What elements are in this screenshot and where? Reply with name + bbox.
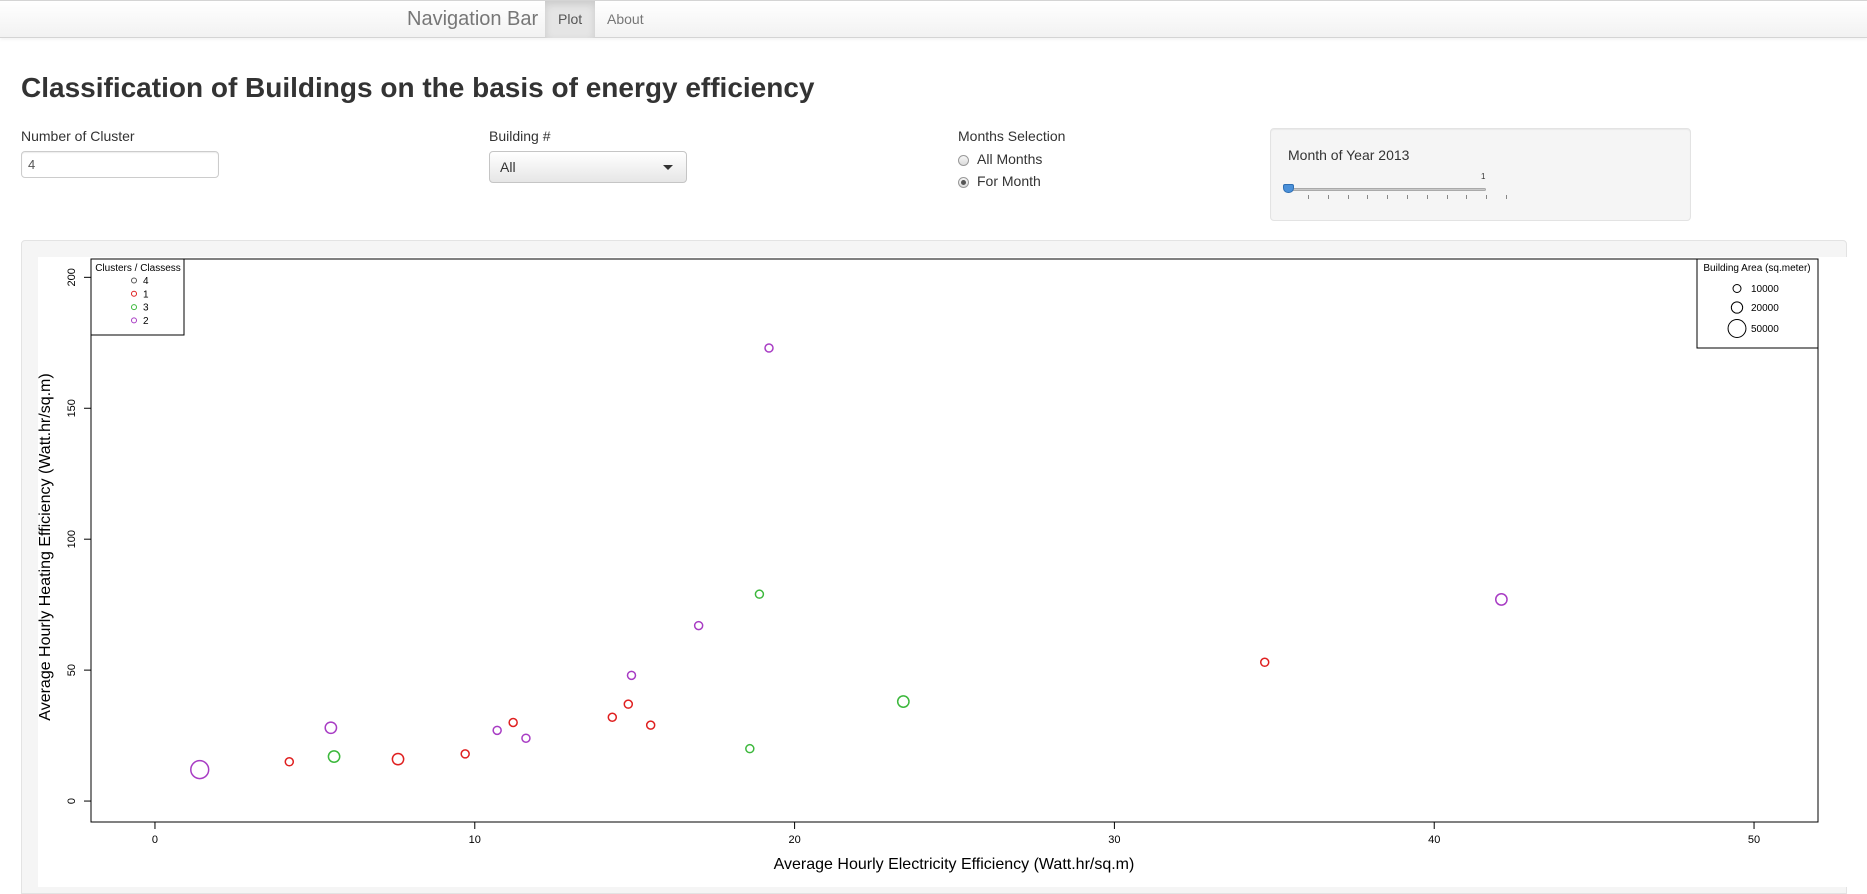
- legend-label: 2: [143, 316, 149, 327]
- y-tick-label: 0: [66, 798, 78, 804]
- size-legend-marker: [1732, 284, 1742, 293]
- slider-tick: [1347, 195, 1349, 199]
- legend-marker: [131, 304, 137, 311]
- radio-circle-icon[interactable]: [958, 155, 969, 166]
- cluster-count-label: Number of Cluster: [21, 128, 135, 144]
- data-point: [896, 695, 910, 708]
- y-tick-label: 200: [66, 268, 78, 286]
- data-point: [623, 699, 634, 709]
- slider-tick: [1387, 195, 1389, 199]
- y-axis-title: Average Hourly Heating Efficiency (Watt.…: [38, 373, 54, 720]
- slider-tick: [1486, 195, 1488, 199]
- data-point: [745, 743, 755, 754]
- slider-tick: [1407, 195, 1408, 199]
- page-title: Classification of Buildings on the basis…: [21, 72, 815, 103]
- y-tick-label: 100: [66, 530, 78, 548]
- slider-tick: [1367, 195, 1369, 199]
- plot-area: 0 10 20 30 40 50 0 50 100 150 200 Average Hourly …: [37, 257, 1848, 887]
- slider-max-label: 1: [1481, 172, 1486, 181]
- tab-about[interactable]: About: [607, 11, 644, 27]
- cluster-legend: Clusters / Classess 4 1 3 2: [90, 258, 185, 336]
- radio-checked-icon[interactable]: [958, 177, 969, 188]
- slider-tick: [1506, 195, 1507, 199]
- building-select-value: All: [500, 159, 516, 175]
- building-select[interactable]: All: [489, 151, 687, 183]
- chevron-down-icon: [663, 165, 673, 170]
- data-point: [645, 720, 656, 730]
- x-tick-label: 0: [152, 834, 158, 846]
- data-point: [521, 733, 531, 743]
- cluster-count-input[interactable]: [21, 151, 219, 178]
- y-tick-label: 50: [66, 664, 78, 676]
- data-point: [324, 721, 338, 735]
- plot-frame: [90, 258, 1819, 823]
- radio-all-months-label: All Months: [977, 151, 1043, 167]
- slider-tick: [1327, 195, 1329, 199]
- legend-marker: [131, 277, 137, 284]
- x-tick-label: 50: [1748, 834, 1760, 846]
- data-point: [508, 717, 518, 728]
- x-tick-label: 10: [469, 834, 481, 846]
- legend-label: 4: [143, 276, 149, 287]
- slider-tick: [1446, 195, 1448, 199]
- x-tick-label: 20: [788, 834, 800, 846]
- building-label: Building #: [489, 128, 551, 144]
- y-tick-label: 150: [66, 399, 78, 417]
- month-slider-track[interactable]: [1288, 188, 1486, 191]
- slider-tick: [1426, 195, 1428, 199]
- size-legend-marker: [1727, 319, 1747, 338]
- month-slider-handle[interactable]: [1283, 184, 1294, 193]
- size-legend-entries: 10000 20000 50000: [1727, 284, 1779, 338]
- x-tick-label: 40: [1428, 834, 1440, 846]
- data-point: [492, 725, 502, 736]
- data-point: [391, 752, 405, 766]
- data-point: [607, 712, 618, 723]
- month-slider-panel: Month of Year 2013 1: [1270, 128, 1691, 221]
- data-point: [327, 750, 341, 763]
- size-legend-label: 10000: [1751, 284, 1779, 295]
- legend-marker: [131, 317, 137, 324]
- legend-marker: [131, 290, 137, 297]
- x-axis: 0 10 20 30 40 50: [152, 821, 1760, 846]
- y-axis: 0 50 100 150 200: [66, 268, 92, 804]
- navbar: Navigation Bar Plot About: [0, 0, 1867, 38]
- size-legend-label: 20000: [1751, 303, 1779, 314]
- data-point: [754, 589, 765, 599]
- data-point: [764, 343, 774, 353]
- radio-all-months[interactable]: All Months: [958, 151, 1042, 169]
- data-point: [284, 757, 295, 767]
- data-point: [190, 759, 210, 780]
- slider-tick: [1466, 195, 1468, 199]
- legend-label: 1: [143, 289, 149, 300]
- radio-for-month-label: For Month: [977, 173, 1041, 189]
- size-legend-box: [1696, 258, 1819, 349]
- navbar-brand[interactable]: Navigation Bar: [407, 8, 539, 30]
- x-axis-title: Average Hourly Electricity Efficiency (W…: [774, 856, 1135, 873]
- cluster-legend-box: [90, 258, 185, 336]
- data-point: [693, 620, 704, 631]
- size-legend-label: 50000: [1751, 324, 1779, 335]
- data-point: [1494, 593, 1508, 606]
- data-point: [626, 670, 637, 681]
- data-point: [1259, 657, 1270, 668]
- months-selection-label: Months Selection: [958, 128, 1066, 144]
- data-point: [460, 749, 470, 759]
- cluster-legend-title: Clusters / Classess: [95, 263, 181, 274]
- month-slider-label: Month of Year 2013: [1288, 147, 1410, 163]
- data-points: [190, 343, 1508, 780]
- size-legend-marker: [1730, 301, 1744, 314]
- x-tick-label: 30: [1108, 834, 1120, 846]
- tab-plot[interactable]: Plot: [545, 1, 596, 38]
- size-legend-title: Building Area (sq.meter): [1703, 263, 1810, 274]
- scatter-chart: 0 10 20 30 40 50 0 50 100 150 200 Average Hourly …: [37, 258, 1819, 873]
- size-legend: Building Area (sq.meter) 10000 20000 50000: [1696, 258, 1819, 349]
- cluster-legend-entries: 4 1 3 2: [131, 276, 149, 327]
- legend-label: 3: [143, 303, 149, 314]
- radio-for-month[interactable]: For Month: [958, 173, 1041, 191]
- slider-tick: [1308, 195, 1309, 199]
